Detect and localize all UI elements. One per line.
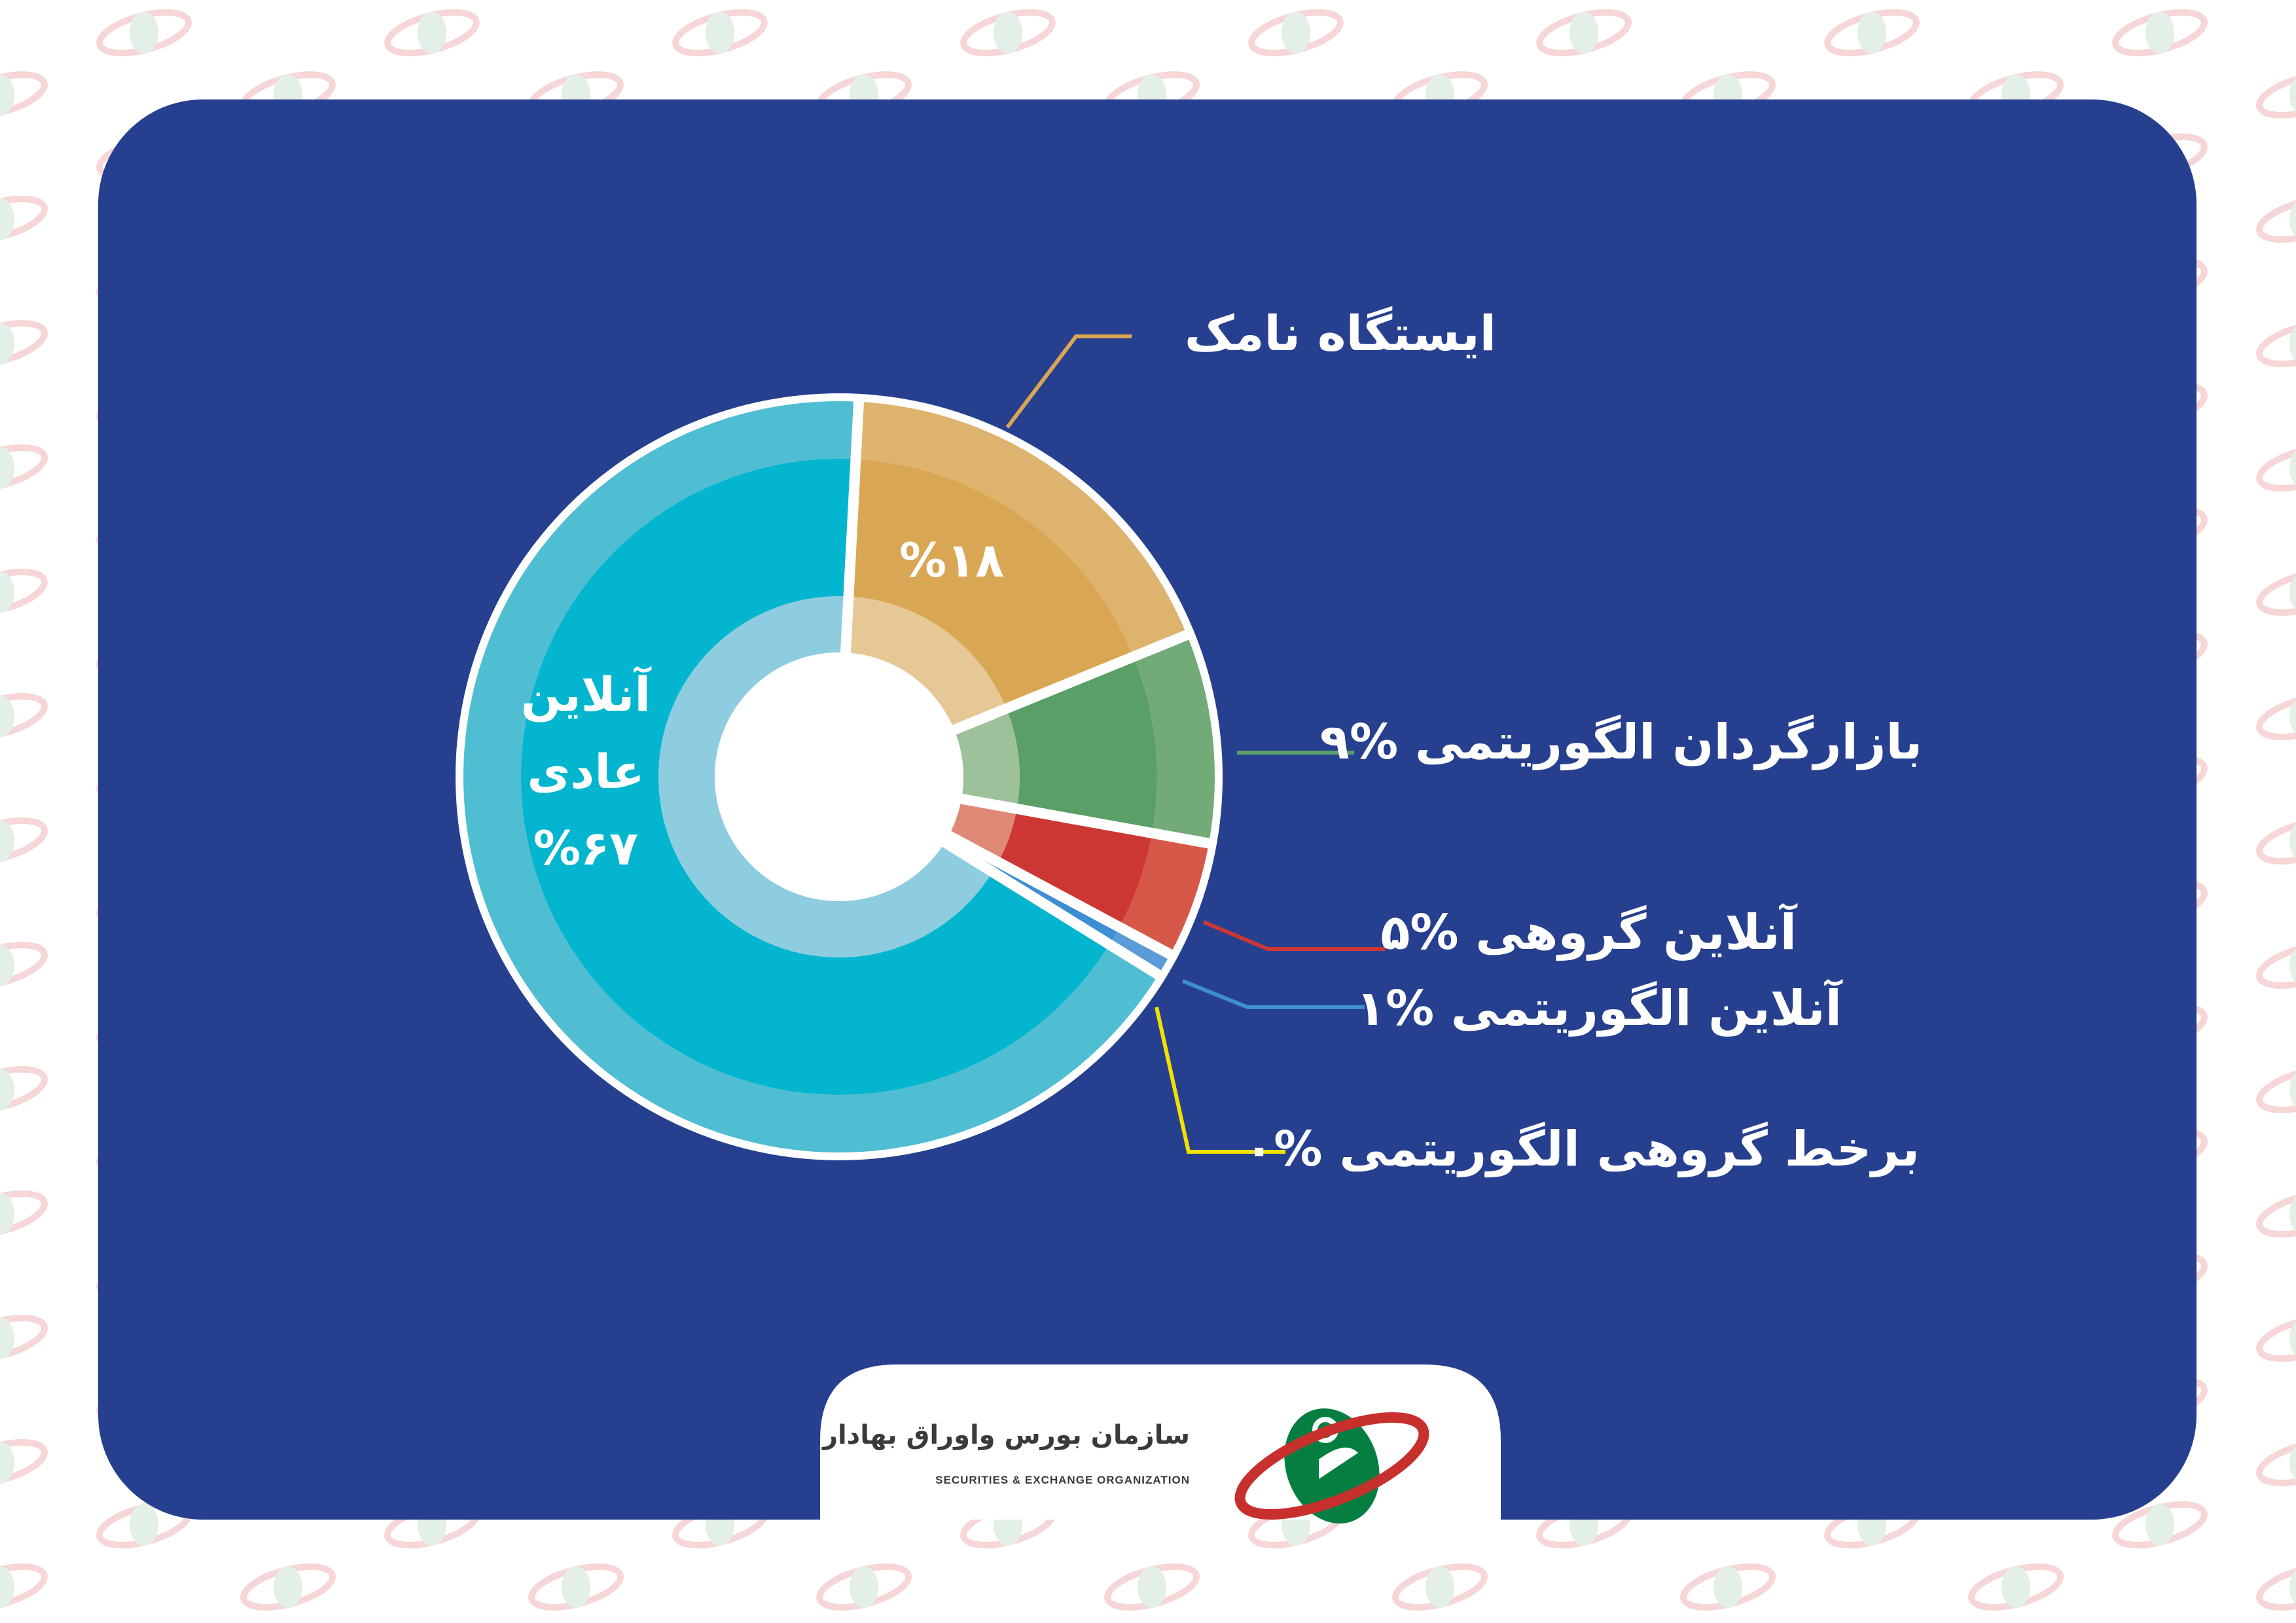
label-market-maker: بازارگردان الگوریتمی %۹ xyxy=(1319,714,1922,770)
label-namak: ایستگاه نامک xyxy=(1184,306,1496,362)
leader-lines xyxy=(1005,334,1385,1154)
leader-line-namak xyxy=(1005,334,1132,429)
logo-emblem xyxy=(1234,1408,1429,1524)
donut-slice-0-band-0 xyxy=(845,596,1007,730)
donut-slice-2-band-1 xyxy=(998,808,1153,927)
logo-name-fa: سازمان بورس واوراق بهادار xyxy=(822,1420,1190,1450)
donut-slice-0-band-1 xyxy=(848,459,1134,709)
slice-separator-1 xyxy=(949,628,1193,736)
donut-slice-3-band-1 xyxy=(992,862,1120,945)
donut-slice-3-band-2 xyxy=(1109,927,1170,975)
label-online-algo: آنلاین الگوریتمی %۱ xyxy=(1355,980,1842,1037)
leader-line-online-algo xyxy=(1181,979,1365,1009)
donut-slice-1-band-2 xyxy=(1133,635,1215,844)
donut-slice-5-band-0 xyxy=(658,596,993,958)
slice-separator-0 xyxy=(840,398,865,656)
label-online-group: آنلاین گروهی %۵ xyxy=(1380,904,1797,961)
donut-chart xyxy=(456,393,1223,1160)
donut-slice-2-band-2 xyxy=(1119,833,1209,955)
leader-line-online-group-algo xyxy=(1155,1007,1285,1154)
logo-name-en: SECURITIES & EXCHANGE ORGANIZATION xyxy=(935,1474,1190,1486)
leader-line-online-group xyxy=(1202,920,1385,951)
value-label-namak: %۱۸ xyxy=(899,533,1005,588)
label-online-regular-line2: عادی xyxy=(527,744,645,799)
donut-hole xyxy=(715,652,963,901)
donut-slice-0-band-2 xyxy=(855,401,1187,657)
donut-slice-1-band-0 xyxy=(954,708,1020,809)
logo-orbit xyxy=(1234,1412,1429,1520)
slice-separator-2 xyxy=(957,793,1213,849)
label-online-group-algo: برخط گروهی الگوریتمی %۰ xyxy=(1244,1121,1920,1177)
donut-slice-1-band-1 xyxy=(1006,656,1157,834)
slice-separator-4 xyxy=(939,836,1164,981)
donut-slice-5-band-1 xyxy=(520,459,1110,1095)
donut-slice-2-band-0 xyxy=(948,798,1017,863)
label-online-regular-line1: آنلاین xyxy=(520,667,651,722)
slice-separator-3 xyxy=(943,829,1176,961)
value-label-online-regular: %۶۷ xyxy=(533,821,639,876)
